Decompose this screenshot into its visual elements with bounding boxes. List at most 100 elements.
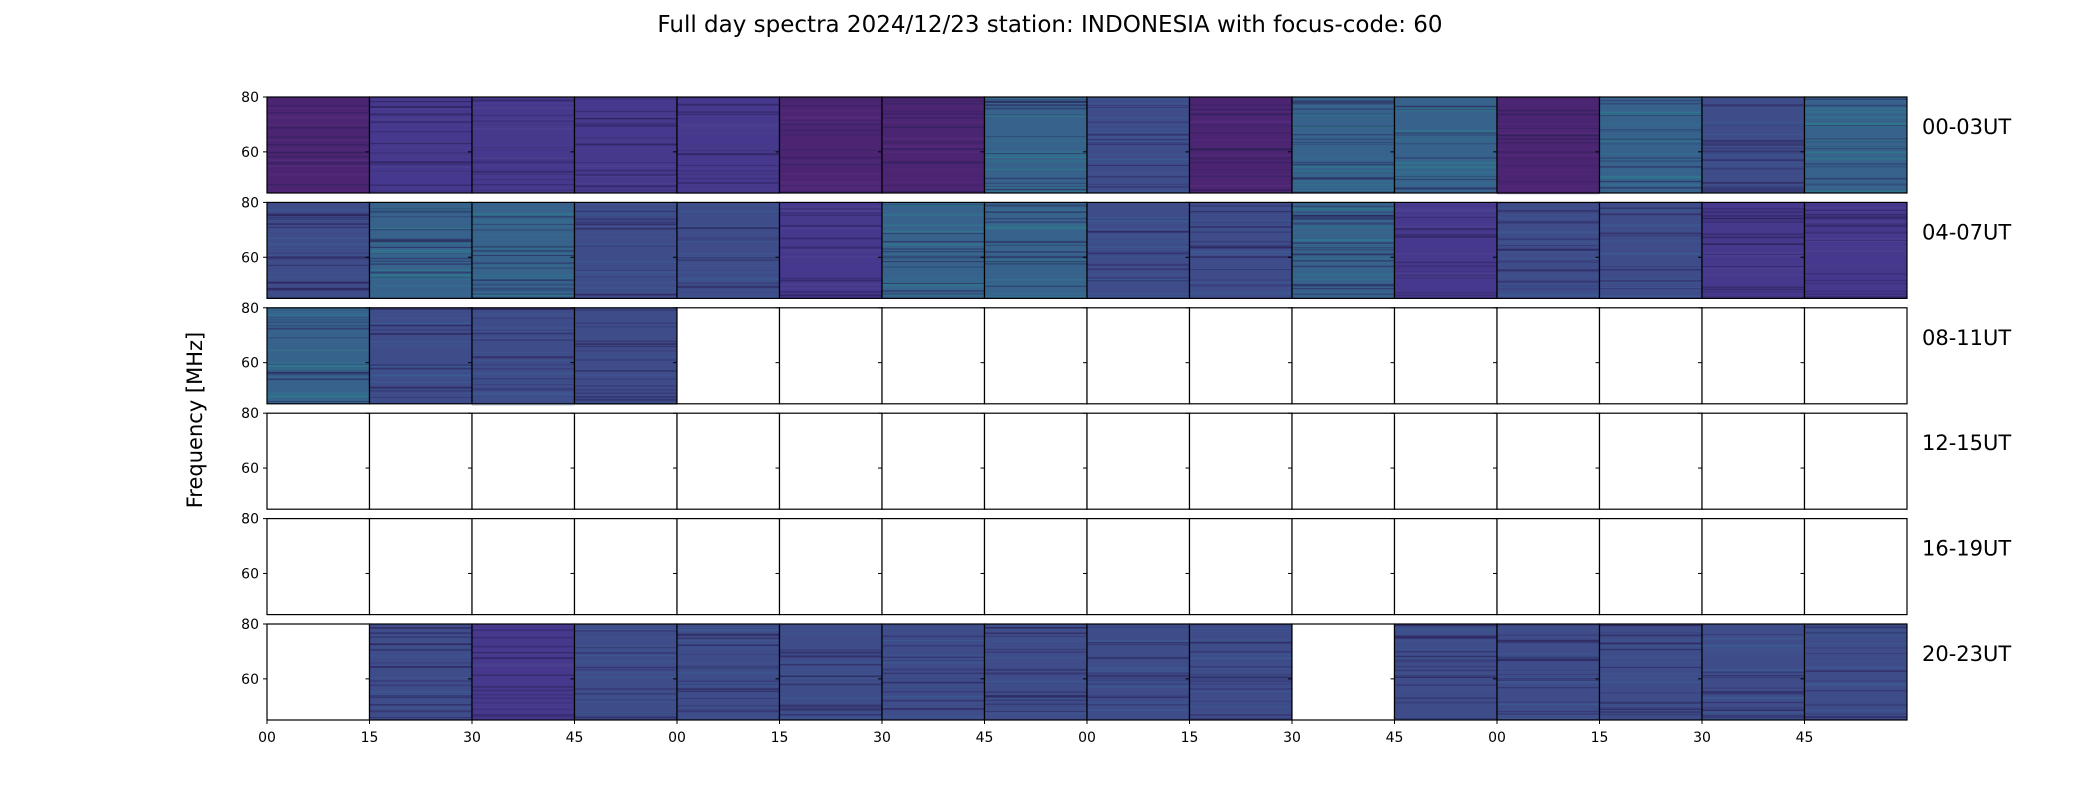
x-tick-label: 45: [566, 730, 584, 746]
spectral-streak: [779, 654, 882, 656]
spectral-streak: [267, 107, 370, 109]
spectral-streak: [472, 226, 575, 227]
spectral-streak: [1804, 293, 1907, 295]
spectral-streak: [1702, 236, 1805, 239]
spectral-streak: [1804, 626, 1907, 629]
spectral-streak: [1497, 630, 1600, 631]
spectral-streak: [267, 214, 370, 217]
spectral-streak: [984, 673, 1087, 675]
spectral-streak: [1087, 674, 1190, 677]
panel-20-23UT-6: [878, 623, 986, 721]
spectral-streak: [1087, 259, 1190, 261]
spectral-streak: [1599, 262, 1702, 263]
panel-fill: [369, 624, 472, 720]
spectral-streak: [677, 150, 780, 151]
panel-12-15UT-4: [673, 412, 781, 510]
spectral-streak: [984, 278, 1087, 281]
spectral-streak: [267, 288, 370, 290]
spectral-streak: [1599, 295, 1702, 298]
spectral-streak: [472, 277, 575, 278]
spectral-streak: [1394, 640, 1497, 642]
spectral-streak: [677, 278, 780, 281]
spectral-streak: [472, 347, 575, 349]
spectral-streak: [1804, 653, 1907, 655]
spectral-streak: [369, 381, 472, 383]
spectral-streak: [1497, 210, 1600, 212]
spectral-streak: [779, 632, 882, 635]
spectral-streak: [267, 281, 370, 283]
spectral-streak: [1292, 114, 1395, 116]
spectral-streak: [1087, 685, 1190, 687]
spectral-streak: [779, 205, 882, 208]
spectral-streak: [677, 637, 780, 640]
spectral-streak: [1804, 647, 1907, 649]
spectral-streak: [267, 105, 370, 107]
spectral-streak: [1189, 189, 1292, 191]
spectral-streak: [1599, 225, 1702, 227]
spectral-streak: [882, 661, 985, 663]
spectral-streak: [1189, 683, 1292, 685]
spectral-streak: [1497, 127, 1600, 129]
spectral-streak: [1599, 160, 1702, 162]
panel-fill: [1804, 518, 1907, 615]
spectral-streak: [1394, 630, 1497, 632]
spectral-streak: [267, 372, 370, 375]
panel-12-15UT-9: [1185, 412, 1293, 510]
spectral-streak: [1087, 248, 1190, 251]
spectral-streak: [779, 683, 882, 686]
spectral-streak: [1497, 288, 1600, 290]
spectral-streak: [1394, 684, 1497, 686]
spectral-streak: [1497, 211, 1600, 213]
spectral-streak: [1087, 131, 1190, 134]
panel-08-11UT-12: [1493, 307, 1601, 405]
panel-fill: [267, 307, 370, 404]
spectral-streak: [882, 660, 985, 662]
y-tick-label: 60: [241, 356, 259, 372]
spectral-streak: [1087, 702, 1190, 704]
spectral-streak: [1394, 291, 1497, 294]
spectral-streak: [369, 655, 472, 656]
spectral-streak: [574, 706, 677, 707]
spectral-streak: [472, 356, 575, 359]
spectral-streak: [1292, 222, 1395, 224]
spectral-streak: [369, 715, 472, 717]
spectral-streak: [1087, 246, 1190, 248]
spectral-streak: [1394, 129, 1497, 132]
spectral-streak: [472, 266, 575, 269]
spectral-streak: [1087, 657, 1190, 660]
spectral-streak: [1702, 255, 1805, 257]
spectral-streak: [984, 257, 1087, 259]
spectral-streak: [1599, 624, 1702, 626]
spectral-streak: [369, 257, 472, 260]
spectral-streak: [1702, 151, 1805, 153]
spectral-streak: [1497, 673, 1600, 675]
spectral-streak: [1702, 124, 1805, 127]
spectral-streak: [1804, 632, 1907, 635]
spectral-streak: [472, 388, 575, 390]
spectral-streak: [574, 325, 677, 327]
spectral-streak: [369, 322, 472, 324]
spectral-streak: [677, 211, 780, 213]
spectral-streak: [1804, 190, 1907, 192]
spectral-streak: [1702, 186, 1805, 188]
spectral-streak: [677, 698, 780, 700]
spectral-streak: [574, 223, 677, 226]
spectral-streak: [369, 632, 472, 634]
spectral-streak: [1292, 258, 1395, 260]
spectral-streak: [574, 392, 677, 394]
spectral-streak: [574, 221, 677, 224]
spectral-streak: [1189, 698, 1292, 700]
spectral-streak: [267, 231, 370, 232]
y-tick-label: 80: [241, 195, 259, 211]
spectral-streak: [369, 249, 472, 252]
spectral-streak: [1394, 207, 1497, 209]
spectral-streak: [472, 233, 575, 235]
spectral-streak: [574, 189, 677, 191]
spectral-streak: [472, 120, 575, 122]
spectral-streak: [1189, 628, 1292, 630]
spectral-streak: [1394, 176, 1497, 179]
panel-12-15UT-10: [1288, 412, 1396, 510]
spectral-streak: [472, 216, 575, 218]
